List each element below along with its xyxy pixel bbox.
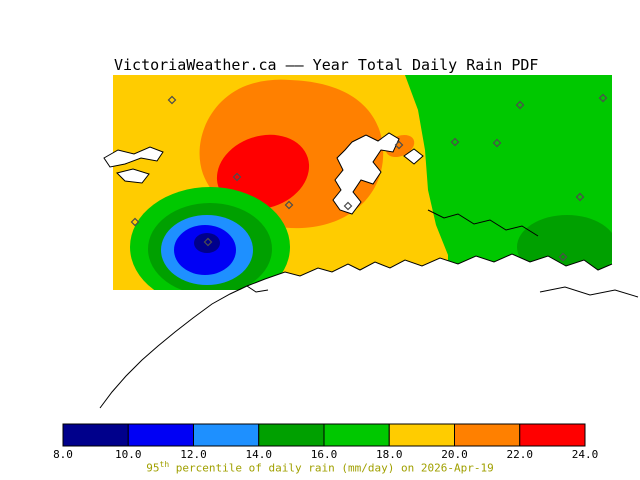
colorbar-tick-label: 18.0 (376, 448, 403, 461)
colorbar-segment (454, 423, 521, 447)
coastline-inlet-west-1 (103, 146, 164, 168)
station-marker (343, 201, 353, 211)
colorbar-tick-label: 10.0 (115, 448, 142, 461)
colorbar-segment (258, 423, 325, 447)
station-marker (515, 100, 525, 110)
caption-prefix: 95 (146, 461, 160, 475)
colorbar-tick-label: 22.0 (506, 448, 534, 461)
station-markers (130, 93, 608, 262)
coastline-peninsula-islands (332, 132, 400, 215)
station-marker (232, 172, 242, 182)
station-marker (492, 138, 502, 148)
colorbar-tick-label: 16.0 (310, 448, 338, 461)
colorbar-segments (62, 423, 586, 447)
station-marker (558, 252, 568, 262)
caption-rest: percentile of daily rain (mm/day) on 202… (169, 461, 494, 475)
station-marker (203, 237, 213, 247)
colorbar-ticks: 8.0 10.0 12.0 14.0 16.0 18.0 20.0 22.0 24.0 (0, 448, 640, 461)
colorbar-segment (388, 423, 455, 447)
caption-superscript: th (159, 460, 170, 469)
colorbar-segment (62, 423, 129, 447)
contour-region-22-24 (216, 134, 310, 210)
station-marker (167, 95, 177, 105)
contour-patch-14-16-east (517, 215, 612, 279)
coastlines (99, 132, 639, 409)
colorbar-tick-label: 24.0 (571, 448, 599, 461)
page-title: VictoriaWeather.ca —— Year Total Daily R… (114, 56, 539, 74)
low-core-8-10 (194, 233, 220, 253)
station-marker (575, 192, 585, 202)
colorbar-segment (193, 423, 260, 447)
contour-field (113, 75, 612, 290)
colorbar-segment (519, 423, 586, 447)
station-marker (130, 217, 140, 227)
station-marker (598, 93, 608, 103)
coastline-channel-detail (427, 209, 539, 237)
colorbar (62, 423, 586, 447)
colorbar-tick-label: 14.0 (245, 448, 273, 461)
colorbar-tick-label: 8.0 (53, 448, 73, 461)
colorbar-segment (323, 423, 390, 447)
colorbar-tick-label: 20.0 (441, 448, 468, 461)
station-marker (284, 200, 294, 210)
coastline-small-island (403, 148, 424, 165)
colorbar-tick-label: 12.0 (180, 448, 207, 461)
colorbar-segment (127, 423, 194, 447)
station-marker (394, 140, 404, 150)
coastline-inlet-west-2 (116, 168, 150, 184)
station-marker (450, 137, 460, 147)
caption: 95th percentile of daily rain (mm/day) o… (0, 460, 640, 475)
coastline-olympic-peninsula (99, 253, 639, 409)
